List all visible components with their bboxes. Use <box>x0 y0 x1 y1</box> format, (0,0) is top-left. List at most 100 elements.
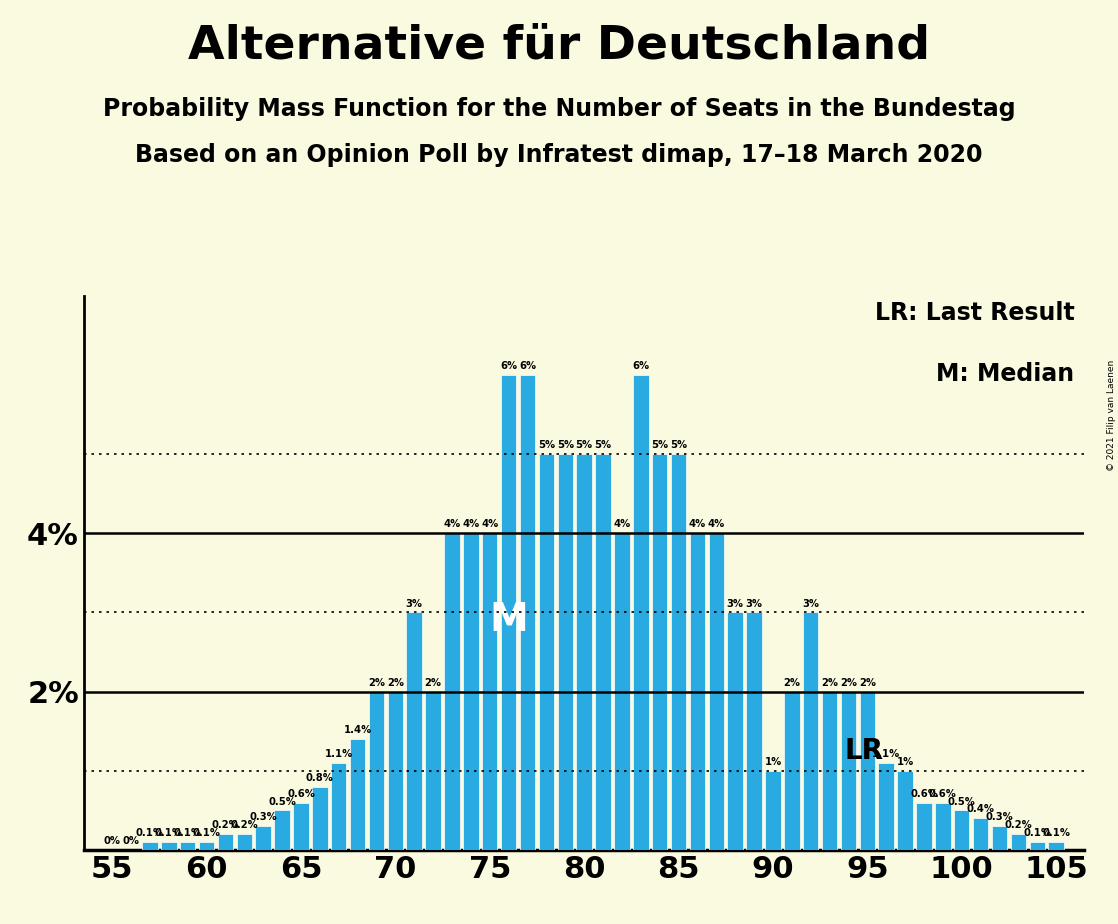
Bar <box>935 803 950 850</box>
Bar <box>973 819 988 850</box>
Text: 4%: 4% <box>614 519 631 529</box>
Text: 3%: 3% <box>803 599 819 609</box>
Bar <box>954 810 969 850</box>
Bar <box>784 692 799 850</box>
Text: 4%: 4% <box>462 519 480 529</box>
Bar <box>690 533 705 850</box>
Text: 2%: 2% <box>368 677 385 687</box>
Bar <box>879 763 894 850</box>
Bar <box>463 533 479 850</box>
Bar <box>765 771 780 850</box>
Text: 0%: 0% <box>123 836 140 846</box>
Text: 1%: 1% <box>897 757 913 767</box>
Bar <box>388 692 404 850</box>
Bar <box>180 842 196 850</box>
Bar <box>577 454 591 850</box>
Bar <box>1011 834 1026 850</box>
Text: 0.1%: 0.1% <box>192 828 220 838</box>
Text: 0.2%: 0.2% <box>230 821 258 831</box>
Bar <box>558 454 574 850</box>
Bar <box>898 771 912 850</box>
Text: 0.5%: 0.5% <box>268 796 296 807</box>
Text: 2%: 2% <box>784 677 800 687</box>
Text: 2%: 2% <box>821 677 838 687</box>
Bar <box>331 763 347 850</box>
Text: 6%: 6% <box>633 361 650 371</box>
Text: 0.4%: 0.4% <box>967 805 995 814</box>
Text: 0.1%: 0.1% <box>173 828 201 838</box>
Bar <box>822 692 837 850</box>
Bar <box>747 613 761 850</box>
Text: 0.3%: 0.3% <box>249 812 277 822</box>
Bar <box>425 692 440 850</box>
Text: 5%: 5% <box>557 440 574 450</box>
Bar <box>539 454 555 850</box>
Text: 5%: 5% <box>670 440 688 450</box>
Bar <box>1030 842 1045 850</box>
Bar <box>671 454 686 850</box>
Text: Alternative für Deutschland: Alternative für Deutschland <box>188 23 930 68</box>
Bar <box>256 826 271 850</box>
Text: 3%: 3% <box>746 599 762 609</box>
Text: LR: LR <box>845 736 883 764</box>
Bar <box>444 533 459 850</box>
Text: 4%: 4% <box>689 519 707 529</box>
Text: 4%: 4% <box>481 519 499 529</box>
Text: 0.6%: 0.6% <box>929 788 957 798</box>
Text: M: M <box>490 602 528 639</box>
Text: 3%: 3% <box>727 599 743 609</box>
Text: M: Median: M: Median <box>937 362 1074 386</box>
Text: 0.3%: 0.3% <box>986 812 1013 822</box>
Bar <box>917 803 931 850</box>
Text: 6%: 6% <box>519 361 536 371</box>
Bar <box>520 375 536 850</box>
Text: 2%: 2% <box>859 677 875 687</box>
Text: 2%: 2% <box>425 677 442 687</box>
Text: 5%: 5% <box>538 440 555 450</box>
Bar <box>218 834 234 850</box>
Text: 0.1%: 0.1% <box>136 828 164 838</box>
Bar <box>501 375 517 850</box>
Text: 1%: 1% <box>765 757 781 767</box>
Bar <box>482 533 498 850</box>
Text: 0.1%: 0.1% <box>154 828 183 838</box>
Bar <box>161 842 177 850</box>
Bar <box>803 613 818 850</box>
Text: 6%: 6% <box>500 361 518 371</box>
Text: 5%: 5% <box>651 440 669 450</box>
Text: 1.1%: 1.1% <box>872 749 900 759</box>
Bar <box>614 533 629 850</box>
Bar <box>633 375 648 850</box>
Bar <box>709 533 724 850</box>
Bar <box>142 842 158 850</box>
Bar <box>274 810 290 850</box>
Bar <box>407 613 421 850</box>
Bar <box>237 834 252 850</box>
Bar <box>652 454 667 850</box>
Text: 1.1%: 1.1% <box>324 749 353 759</box>
Text: 0.5%: 0.5% <box>948 796 976 807</box>
Text: 1.4%: 1.4% <box>343 725 371 736</box>
Bar <box>293 803 309 850</box>
Text: © 2021 Filip van Laenen: © 2021 Filip van Laenen <box>1107 360 1116 471</box>
Text: 2%: 2% <box>387 677 404 687</box>
Text: Probability Mass Function for the Number of Seats in the Bundestag: Probability Mass Function for the Number… <box>103 97 1015 121</box>
Bar <box>199 842 215 850</box>
Text: 0.6%: 0.6% <box>910 788 938 798</box>
Bar <box>595 454 610 850</box>
Text: 0.1%: 0.1% <box>1042 828 1070 838</box>
Text: 0.2%: 0.2% <box>1004 821 1032 831</box>
Text: 0.2%: 0.2% <box>211 821 239 831</box>
Bar <box>312 786 328 850</box>
Text: 0.1%: 0.1% <box>1023 828 1051 838</box>
Text: 4%: 4% <box>444 519 461 529</box>
Bar <box>728 613 743 850</box>
Bar <box>350 739 366 850</box>
Text: 0.8%: 0.8% <box>306 772 334 783</box>
Text: 4%: 4% <box>708 519 724 529</box>
Bar <box>369 692 385 850</box>
Bar <box>1049 842 1064 850</box>
Bar <box>860 692 875 850</box>
Bar <box>992 826 1007 850</box>
Text: LR: Last Result: LR: Last Result <box>874 301 1074 325</box>
